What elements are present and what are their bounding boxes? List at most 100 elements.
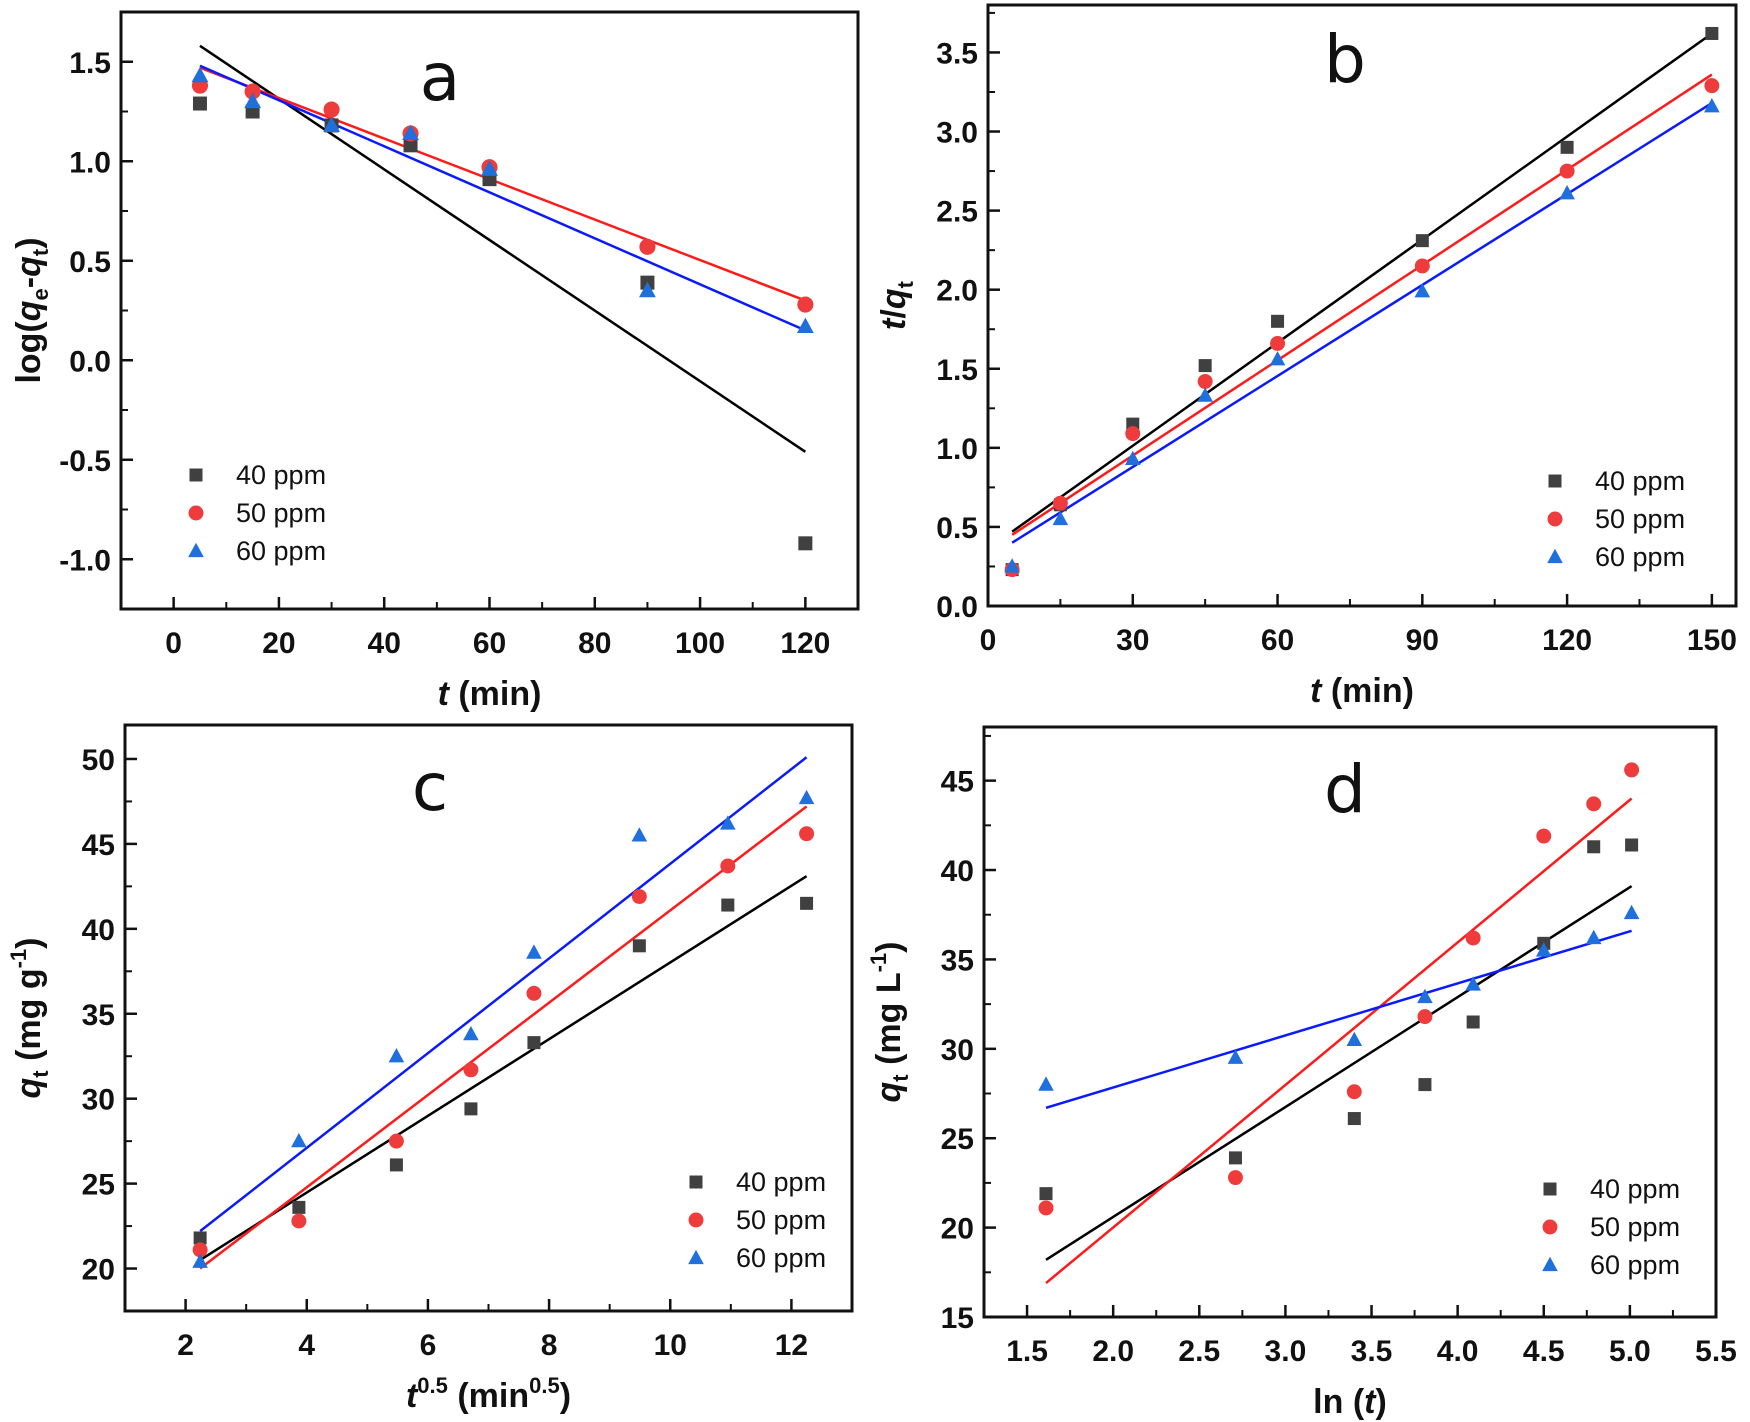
data-point-60-ppm <box>1052 510 1069 526</box>
data-point-60-ppm <box>1585 929 1602 945</box>
y-tick-label: 0.5 <box>936 512 978 545</box>
data-point-40-ppm <box>1560 140 1574 154</box>
legend: 40 ppm 50 ppm 60 ppm <box>188 460 326 566</box>
panel-letter: d <box>1324 751 1366 828</box>
fit-line-40-ppm <box>199 875 808 1262</box>
data-point-60-ppm <box>639 281 656 298</box>
x-tick-label: 5.0 <box>1609 1335 1651 1368</box>
data-point-60-ppm <box>796 317 814 334</box>
axis-title-part: ) <box>10 237 48 248</box>
axis-title-part: t <box>1310 672 1323 710</box>
x-tick-label: 3.5 <box>1351 1335 1393 1368</box>
data-point-50-ppm <box>323 101 340 118</box>
data-point-60-ppm <box>1346 1031 1363 1047</box>
axis-title-part: q <box>10 300 48 321</box>
data-point-40-ppm <box>1228 1151 1242 1165</box>
x-tick-label: 100 <box>675 627 725 660</box>
axis-title-part: ) <box>560 1377 571 1415</box>
axis-title-part: t <box>888 1074 913 1082</box>
y-tick-label: 25 <box>82 1169 115 1202</box>
axis-title-part: ) <box>10 938 48 949</box>
y-tick-label: 35 <box>82 999 115 1032</box>
x-tick-label: 60 <box>473 627 506 660</box>
plot-frame <box>119 10 860 611</box>
data-point-40-ppm <box>193 1231 207 1245</box>
y-tick-label: 1.5 <box>69 47 111 80</box>
data-point-40-ppm <box>1271 314 1285 328</box>
panel-letter: c <box>412 749 448 826</box>
y-tick-label: 1.5 <box>936 354 978 387</box>
legend-label: 50 ppm <box>236 498 326 528</box>
legend-marker-40-ppm <box>689 1175 703 1189</box>
data-point-60-ppm <box>1704 98 1720 113</box>
axis-title-part: (min <box>448 1377 529 1415</box>
axis-title-part: (min) <box>449 675 542 713</box>
x-tick-label: 120 <box>1542 624 1592 657</box>
axis-title-part: log( <box>10 321 48 384</box>
axis-title-part: t <box>28 248 53 256</box>
data-point-50-ppm <box>388 1133 404 1149</box>
data-point-50-ppm <box>799 826 815 842</box>
axis-title-part: e <box>28 288 53 300</box>
legend-marker-60-ppm <box>1542 1256 1558 1272</box>
x-tick-label: 6 <box>420 1329 437 1362</box>
legend-label: 50 ppm <box>1590 1212 1680 1242</box>
axis-title-part: ln ( <box>1313 1383 1365 1421</box>
data-point-50-ppm <box>192 1242 208 1258</box>
data-point-60-ppm <box>1197 387 1213 402</box>
legend: 40 ppm 50 ppm 60 ppm <box>1547 466 1685 572</box>
legend-label: 60 ppm <box>736 1243 826 1273</box>
data-point-50-ppm <box>1414 258 1430 274</box>
data-point-50-ppm <box>1559 163 1575 179</box>
fit-line-50-ppm <box>1045 797 1633 1284</box>
plot-frame <box>982 725 1718 1319</box>
y-tick-label: 0.5 <box>69 246 111 279</box>
data-point-40-ppm <box>1705 26 1719 40</box>
data-point-40-ppm <box>1587 840 1601 854</box>
data-point-40-ppm <box>403 138 418 153</box>
data-point-50-ppm <box>1346 1084 1362 1100</box>
legend: 40 ppm 50 ppm 60 ppm <box>1542 1174 1680 1280</box>
y-tick-label: 2.5 <box>936 196 978 229</box>
data-point-50-ppm <box>463 1062 479 1078</box>
data-point-40-ppm <box>798 536 813 551</box>
axis-title-part: ) <box>870 942 908 953</box>
x-tick-label: 8 <box>541 1329 558 1362</box>
data-point-60-ppm <box>1417 988 1433 1004</box>
x-tick-label: 80 <box>578 627 611 660</box>
data-point-50-ppm <box>1536 828 1552 844</box>
data-point-40-ppm <box>292 1200 306 1214</box>
data-point-60-ppm <box>1535 942 1552 957</box>
y-axis-title: log(qe-qt) <box>10 237 53 383</box>
y-tick-label: 35 <box>941 944 974 977</box>
data-point-60-ppm <box>388 1048 405 1063</box>
data-point-40-ppm <box>389 1158 403 1172</box>
y-tick-label: -1.0 <box>59 544 111 577</box>
data-point-50-ppm <box>1197 373 1213 389</box>
legend-marker-40-ppm <box>1543 1182 1557 1196</box>
data-point-50-ppm <box>797 296 814 313</box>
data-point-40-ppm <box>800 896 814 910</box>
fit-line-40-ppm <box>199 44 807 453</box>
y-tick-label: 3.5 <box>936 37 978 70</box>
data-point-60-ppm <box>798 789 815 805</box>
data-point-40-ppm <box>1347 1112 1361 1126</box>
legend-label: 60 ppm <box>1595 542 1685 572</box>
data-point-50-ppm <box>1704 78 1720 94</box>
legend-marker-50-ppm <box>688 1212 704 1228</box>
axis-title-part: q <box>10 256 48 277</box>
y-tick-label: 50 <box>82 744 115 777</box>
data-point-60-ppm <box>1004 558 1020 573</box>
y-tick-label: 25 <box>941 1123 974 1156</box>
fit-line-40-ppm <box>1011 32 1713 533</box>
legend: 40 ppm 50 ppm 60 ppm <box>688 1167 826 1273</box>
data-point-60-ppm <box>291 1132 307 1148</box>
x-axis-title: ln (t) <box>1313 1383 1387 1421</box>
fit-line-50-ppm <box>199 805 808 1270</box>
y-tick-label: 0.0 <box>936 591 978 624</box>
data-point-60-ppm <box>720 815 736 830</box>
x-tick-label: 150 <box>1687 624 1737 657</box>
fit-line-60-ppm <box>1045 929 1632 1110</box>
axis-title-part: q <box>870 1081 908 1102</box>
x-axis-title: t0.5 (min0.5) <box>406 1373 571 1415</box>
